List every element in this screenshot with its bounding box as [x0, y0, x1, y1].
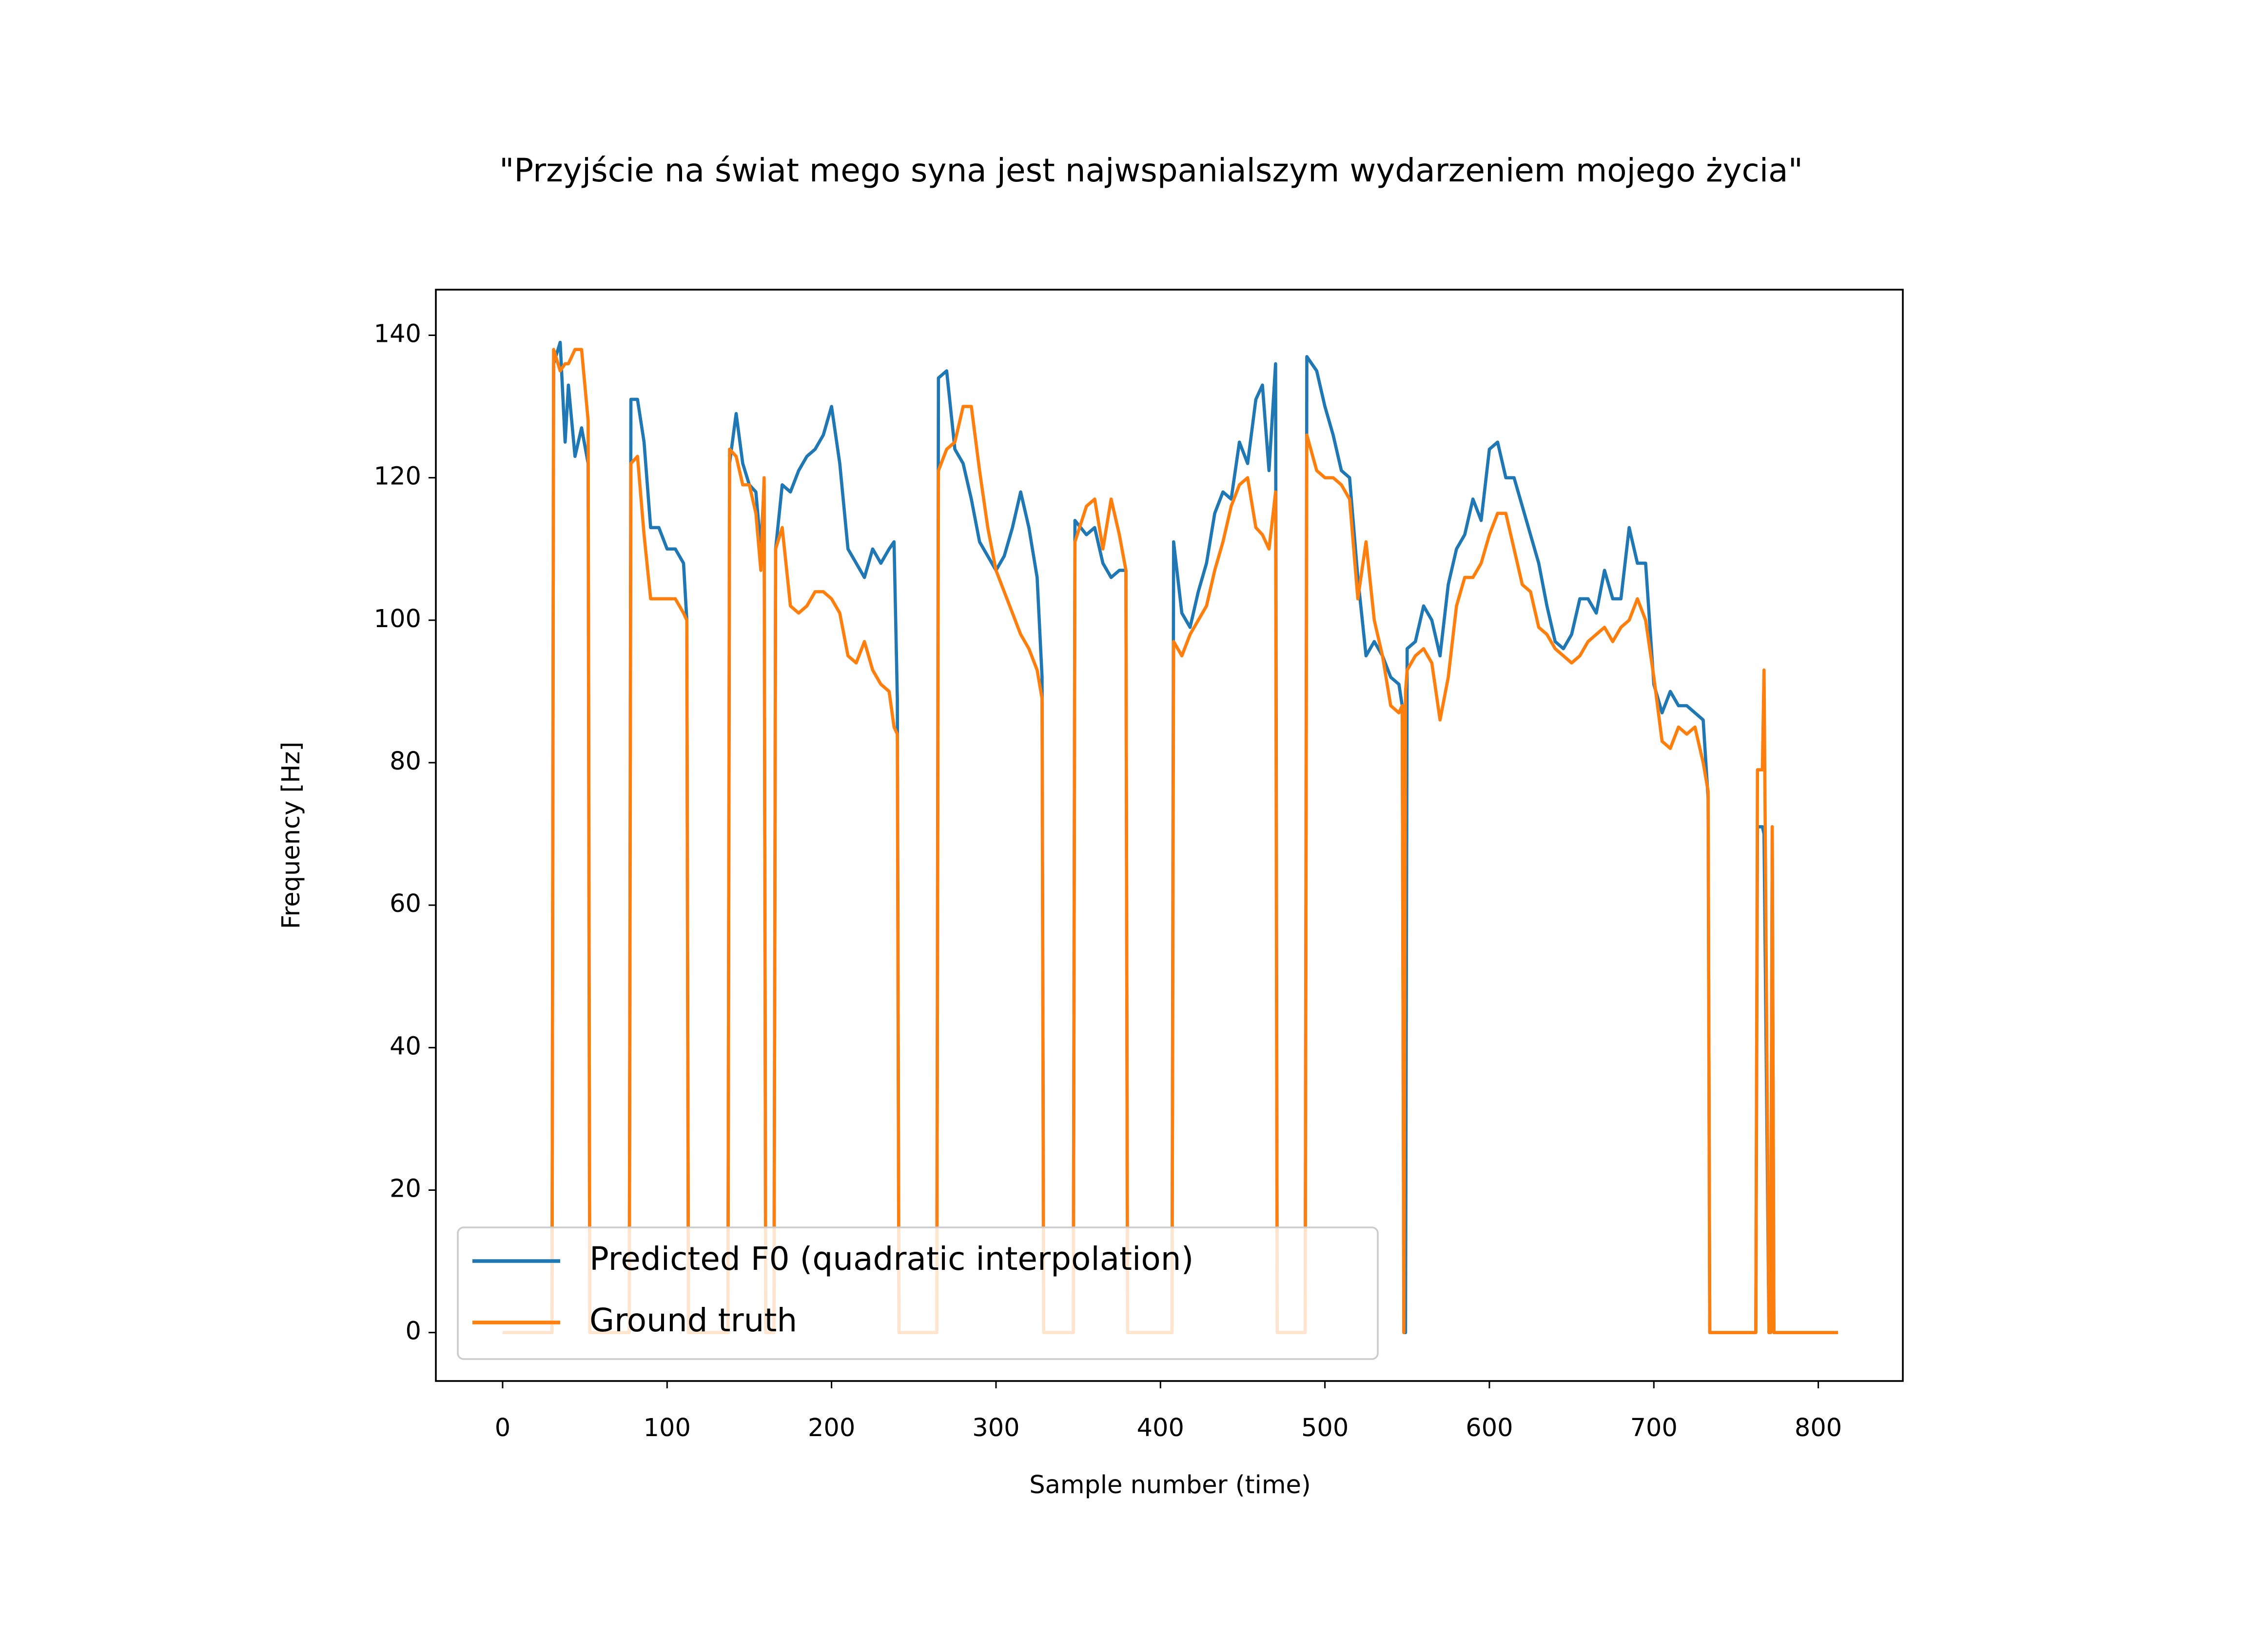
legend: Predicted F0 (quadratic interpolation) Gr… [457, 1226, 1379, 1360]
y-tick-label: 60 [390, 889, 421, 918]
x-tick-label: 600 [1466, 1414, 1513, 1442]
x-tick-label: 400 [1137, 1414, 1184, 1442]
y-tick-label: 120 [374, 462, 421, 491]
legend-label: Predicted F0 (quadratic interpolation) [589, 1240, 1193, 1278]
x-tick-label: 100 [644, 1414, 691, 1442]
y-tick-label: 20 [390, 1174, 421, 1203]
legend-label: Ground truth [589, 1302, 797, 1339]
plot-frame [435, 289, 1904, 1382]
x-tick-label: 500 [1301, 1414, 1349, 1442]
series-line [502, 348, 1838, 1334]
y-tick-label: 0 [406, 1317, 421, 1346]
legend-box [457, 1226, 1379, 1360]
x-tick-label: 300 [972, 1414, 1019, 1442]
x-tick-label: 200 [808, 1414, 855, 1442]
chart-title: "Przyjście na świat mego syna jest najws… [499, 152, 1803, 189]
y-tick-label: 140 [374, 319, 421, 348]
x-tick-label: 0 [495, 1414, 510, 1442]
x-tick-label: 800 [1795, 1414, 1842, 1442]
y-tick-label: 40 [390, 1032, 421, 1061]
series-line [502, 340, 1838, 1334]
y-axis-label: Frequency [Hz] [277, 742, 306, 929]
x-axis-label: Sample number (time) [1029, 1471, 1311, 1500]
y-tick-label: 80 [390, 747, 421, 776]
x-tick-label: 700 [1630, 1414, 1678, 1442]
y-tick-label: 100 [374, 605, 421, 633]
